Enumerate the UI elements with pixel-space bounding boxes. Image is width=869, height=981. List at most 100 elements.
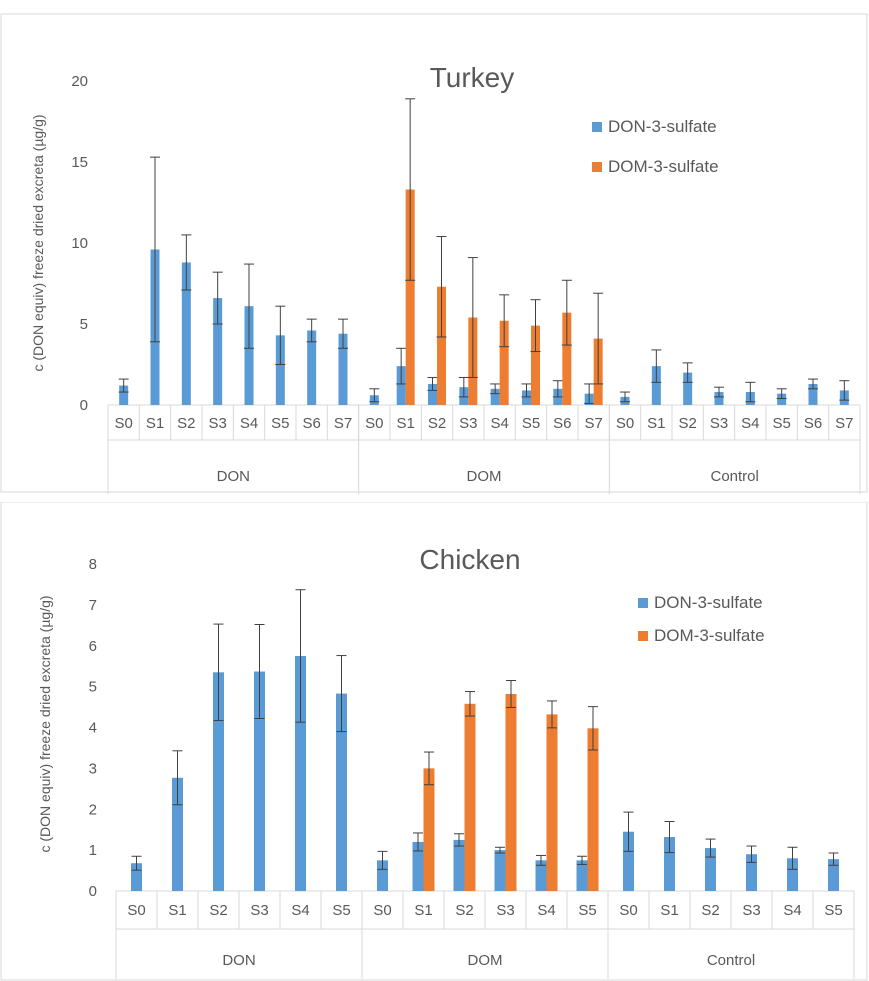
- chicken-group-label: DON: [222, 952, 255, 969]
- turkey-legend-label: DOM-3-sulfate: [608, 157, 719, 176]
- turkey-bar-don-3-sulfate: [714, 392, 724, 405]
- turkey-category-label: S4: [741, 415, 759, 432]
- turkey-category-label: S5: [772, 415, 790, 432]
- chicken-bar-don-3-sulfate: [494, 850, 506, 891]
- turkey-bar-dom-3-sulfate: [562, 312, 572, 405]
- turkey-category-label: S7: [584, 415, 602, 432]
- chicken-category-label: S2: [455, 902, 473, 919]
- chicken-bar-don-3-sulfate: [254, 671, 265, 891]
- turkey-category-label: S0: [114, 415, 132, 432]
- turkey-bar-don-3-sulfate: [119, 385, 129, 405]
- chicken-bar-don-3-sulfate: [131, 863, 142, 891]
- chicken-group-label: DOM: [468, 952, 503, 969]
- chicken-bar-don-3-sulfate: [664, 837, 675, 891]
- chicken-bar-don-3-sulfate: [377, 860, 388, 891]
- turkey-bar-don-3-sulfate: [181, 262, 191, 405]
- turkey-bar-don-3-sulfate: [428, 383, 437, 405]
- chicken-bar-don-3-sulfate: [453, 839, 465, 891]
- turkey-chart-title: Turkey: [430, 62, 515, 93]
- turkey-bar-don-3-sulfate: [808, 383, 818, 405]
- turkey-bar-dom-3-sulfate: [405, 189, 415, 405]
- chicken-chart-border: [0, 502, 868, 981]
- turkey-bar-don-3-sulfate: [683, 372, 693, 405]
- chicken-chart: Chicken c (DON equiv) freeze dried excret…: [0, 502, 868, 981]
- turkey-y-tick-label: 20: [71, 73, 88, 90]
- turkey-y-tick-label: 0: [80, 397, 88, 414]
- turkey-category-label: S2: [428, 415, 446, 432]
- chicken-legend-swatch: [638, 631, 648, 641]
- turkey-y-tick-label: 15: [71, 154, 88, 171]
- chicken-category-label: S0: [619, 902, 637, 919]
- turkey-bar-don-3-sulfate: [490, 388, 500, 405]
- chicken-y-tick-label: 8: [89, 556, 97, 573]
- turkey-category-label: S2: [177, 415, 195, 432]
- chicken-category-label: S2: [701, 902, 719, 919]
- turkey-bar-don-3-sulfate: [651, 366, 661, 405]
- chicken-bar-don-3-sulfate: [787, 858, 798, 891]
- chicken-y-axis-title: c (DON equiv) freeze dried excreta (µg/g…: [37, 595, 53, 852]
- turkey-y-tick-label: 10: [71, 235, 88, 252]
- chicken-bar-don-3-sulfate: [535, 860, 547, 891]
- chicken-bar-don-3-sulfate: [213, 672, 224, 891]
- turkey-bar-don-3-sulfate: [244, 306, 254, 405]
- chicken-y-tick-label: 0: [89, 883, 97, 900]
- turkey-y-axis-title: c (DON equiv) freeze dried excreta (µg/g…: [30, 114, 46, 371]
- turkey-category-label: S4: [490, 415, 508, 432]
- turkey-category-label: S5: [522, 415, 540, 432]
- turkey-group-label: DON: [217, 468, 250, 485]
- turkey-group-label: DOM: [467, 468, 502, 485]
- chicken-bar-don-3-sulfate: [295, 655, 306, 891]
- chicken-bar-don-3-sulfate: [412, 841, 424, 891]
- chicken-bar-dom-3-sulfate: [587, 728, 599, 891]
- chicken-bar-don-3-sulfate: [576, 860, 588, 891]
- chicken-group-label: Control: [707, 952, 755, 969]
- turkey-category-label: S6: [553, 415, 571, 432]
- chicken-y-tick-label: 7: [89, 597, 97, 614]
- turkey-bar-don-3-sulfate: [307, 330, 317, 405]
- turkey-category-label: S6: [804, 415, 822, 432]
- chicken-bar-dom-3-sulfate: [505, 693, 517, 891]
- chicken-y-tick-label: 2: [89, 801, 97, 818]
- chicken-category-label: S1: [168, 902, 186, 919]
- chicken-bar-dom-3-sulfate: [464, 703, 476, 891]
- chicken-category-label: S3: [742, 902, 760, 919]
- chicken-bar-dom-3-sulfate: [546, 714, 558, 891]
- turkey-category-label: S7: [835, 415, 853, 432]
- turkey-category-label: S5: [271, 415, 289, 432]
- chicken-category-label: S4: [783, 902, 801, 919]
- chicken-category-label: S0: [127, 902, 145, 919]
- chicken-category-label: S3: [496, 902, 514, 919]
- chicken-category-label: S5: [578, 902, 596, 919]
- turkey-legend-label: DON-3-sulfate: [608, 117, 717, 136]
- turkey-bar-don-3-sulfate: [338, 333, 348, 405]
- chicken-category-label: S1: [660, 902, 678, 919]
- turkey-y-tick-label: 5: [80, 316, 88, 333]
- chicken-category-label: S4: [291, 902, 309, 919]
- turkey-category-label: S1: [647, 415, 665, 432]
- turkey-bar-don-3-sulfate: [777, 393, 787, 405]
- turkey-category-label: S4: [240, 415, 258, 432]
- chicken-chart-title: Chicken: [419, 544, 520, 575]
- turkey-legend-swatch: [592, 162, 602, 172]
- chicken-bar-don-3-sulfate: [172, 777, 183, 891]
- chicken-legend-label: DOM-3-sulfate: [654, 626, 765, 645]
- turkey-legend-swatch: [592, 122, 602, 132]
- chicken-chart-panel: Chicken c (DON equiv) freeze dried excret…: [0, 502, 869, 981]
- chicken-category-label: S3: [250, 902, 268, 919]
- turkey-category-label: S2: [678, 415, 696, 432]
- chicken-bar-don-3-sulfate: [336, 693, 347, 891]
- turkey-category-label: S0: [365, 415, 383, 432]
- chicken-category-label: S0: [373, 902, 391, 919]
- chicken-y-tick-label: 3: [89, 760, 97, 777]
- turkey-group-label: Control: [710, 468, 758, 485]
- turkey-bar-dom-3-sulfate: [531, 325, 540, 405]
- chicken-legend-label: DON-3-sulfate: [654, 593, 763, 612]
- chicken-category-label: S1: [414, 902, 432, 919]
- chicken-y-tick-label: 6: [89, 638, 97, 655]
- chicken-bar-don-3-sulfate: [705, 848, 716, 891]
- turkey-chart-panel: Turkey c (DON equiv) freeze dried excreta…: [0, 13, 868, 494]
- chicken-bar-don-3-sulfate: [746, 854, 757, 891]
- turkey-bar-don-3-sulfate: [275, 335, 285, 405]
- turkey-chart-border: [0, 13, 868, 493]
- turkey-category-label: S7: [334, 415, 352, 432]
